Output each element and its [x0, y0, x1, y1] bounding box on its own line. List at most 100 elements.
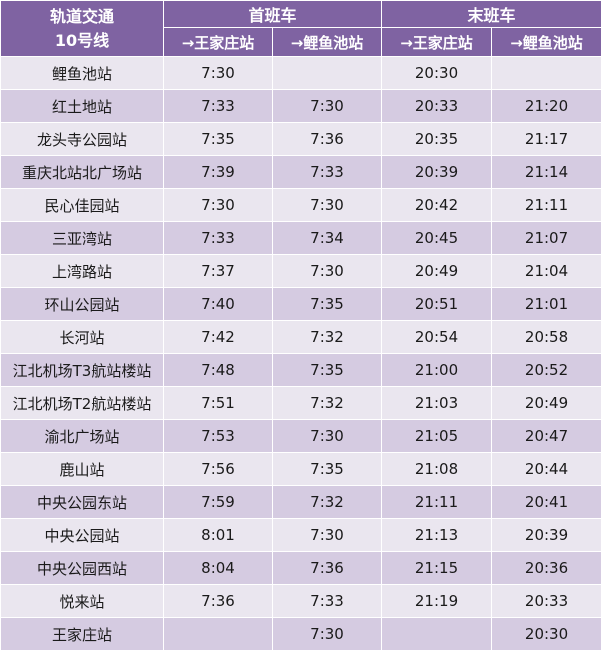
station-name-cell: 环山公园站	[0, 287, 164, 321]
last-train-to-wangjiazhuang-cell: 21:03	[381, 386, 493, 420]
table-row: 中央公园西站 8:04 7:36 21:15 20:36	[0, 551, 601, 585]
station-name-cell: 上湾路站	[0, 254, 164, 288]
last-train-to-wangjiazhuang-cell: 20:42	[381, 188, 493, 222]
first-train-to-liyuchi-cell: 7:30	[271, 617, 383, 651]
last-train-to-liyuchi-cell: 20:36	[491, 551, 601, 585]
last-train-to-liyuchi-cell: 20:41	[491, 485, 601, 519]
first-train-to-wangjiazhuang-cell: 7:56	[163, 452, 273, 486]
station-name-cell: 中央公园西站	[0, 551, 164, 585]
last-train-to-liyuchi-cell: 21:01	[491, 287, 601, 321]
last-train-to-wangjiazhuang-cell: 20:49	[381, 254, 493, 288]
first-train-to-wangjiazhuang-cell: 7:37	[163, 254, 273, 288]
last-train-to-liyuchi-cell: 21:11	[491, 188, 601, 222]
last-train-to-wangjiazhuang-cell: 21:05	[381, 419, 493, 453]
station-name-cell: 红土地站	[0, 89, 164, 123]
first-train-header: 首班车	[162, 0, 383, 28]
first-train-to-liyuchi-cell: 7:33	[271, 584, 383, 618]
station-name-cell: 渝北广场站	[0, 419, 164, 453]
first-train-to-liyuchi-header: →鲤鱼池站	[271, 27, 383, 57]
first-train-to-liyuchi-cell: 7:35	[271, 353, 383, 387]
first-train-to-wangjiazhuang-cell: 7:30	[163, 56, 273, 90]
table-row: 中央公园东站 7:59 7:32 21:11 20:41	[0, 485, 601, 519]
last-train-to-wangjiazhuang-cell: 20:54	[381, 320, 493, 354]
first-train-to-liyuchi-cell: 7:32	[271, 386, 383, 420]
first-train-to-liyuchi-cell: 7:30	[271, 188, 383, 222]
last-train-header: 末班车	[381, 0, 601, 28]
last-train-to-liyuchi-cell: 21:04	[491, 254, 601, 288]
last-train-to-wangjiazhuang-cell: 21:11	[381, 485, 493, 519]
station-name-cell: 民心佳园站	[0, 188, 164, 222]
first-train-to-wangjiazhuang-cell: 7:30	[163, 188, 273, 222]
station-name-cell: 鲤鱼池站	[0, 56, 164, 90]
last-train-to-liyuchi-cell: 20:49	[491, 386, 601, 420]
first-train-to-wangjiazhuang-header: →王家庄站	[163, 27, 273, 57]
last-train-to-wangjiazhuang-cell	[381, 617, 493, 651]
first-train-to-liyuchi-cell	[271, 56, 383, 90]
first-train-to-wangjiazhuang-cell: 7:40	[163, 287, 273, 321]
table-row: 悦来站 7:36 7:33 21:19 20:33	[0, 584, 601, 618]
first-train-to-liyuchi-cell: 7:32	[271, 320, 383, 354]
timetable-header: 轨道交通 10号线 首班车 末班车 →王家庄站 →鲤鱼池站 →王家庄站 →鲤鱼池…	[0, 0, 601, 57]
station-name-cell: 江北机场T3航站楼站	[0, 353, 164, 387]
first-train-to-wangjiazhuang-cell: 7:53	[163, 419, 273, 453]
last-train-to-wangjiazhuang-cell: 21:19	[381, 584, 493, 618]
last-train-to-wangjiazhuang-cell: 21:00	[381, 353, 493, 387]
first-train-to-wangjiazhuang-cell	[163, 617, 273, 651]
last-train-to-liyuchi-cell: 21:20	[491, 89, 601, 123]
line-title-cell: 轨道交通 10号线	[0, 0, 164, 57]
station-name-cell: 中央公园站	[0, 518, 164, 552]
station-name-cell: 三亚湾站	[0, 221, 164, 255]
table-row: 红土地站 7:33 7:30 20:33 21:20	[0, 89, 601, 123]
table-row: 鲤鱼池站 7:30 20:30	[0, 56, 601, 90]
first-train-to-liyuchi-cell: 7:33	[271, 155, 383, 189]
first-train-to-liyuchi-cell: 7:36	[271, 122, 383, 156]
table-row: 龙头寺公园站 7:35 7:36 20:35 21:17	[0, 122, 601, 156]
first-train-to-liyuchi-cell: 7:30	[271, 89, 383, 123]
timetable-body: 鲤鱼池站 7:30 20:30 红土地站 7:33 7:30 20:33 21:20 龙头寺公园…	[0, 56, 601, 651]
first-train-to-wangjiazhuang-cell: 7:33	[163, 221, 273, 255]
table-row: 中央公园站 8:01 7:30 21:13 20:39	[0, 518, 601, 552]
first-train-to-liyuchi-cell: 7:34	[271, 221, 383, 255]
last-train-to-wangjiazhuang-header: →王家庄站	[381, 27, 493, 57]
first-train-to-wangjiazhuang-cell: 8:01	[163, 518, 273, 552]
first-train-to-liyuchi-cell: 7:30	[271, 254, 383, 288]
station-name-cell: 重庆北站北广场站	[0, 155, 164, 189]
last-train-to-wangjiazhuang-cell: 21:13	[381, 518, 493, 552]
first-train-to-liyuchi-cell: 7:30	[271, 419, 383, 453]
last-train-to-wangjiazhuang-cell: 20:33	[381, 89, 493, 123]
first-train-to-wangjiazhuang-cell: 7:48	[163, 353, 273, 387]
first-train-to-liyuchi-cell: 7:35	[271, 287, 383, 321]
last-train-to-wangjiazhuang-cell: 21:15	[381, 551, 493, 585]
table-row: 民心佳园站 7:30 7:30 20:42 21:11	[0, 188, 601, 222]
last-train-to-liyuchi-cell: 20:30	[491, 617, 601, 651]
first-train-to-liyuchi-cell: 7:30	[271, 518, 383, 552]
table-row: 环山公园站 7:40 7:35 20:51 21:01	[0, 287, 601, 321]
last-train-to-liyuchi-cell: 20:39	[491, 518, 601, 552]
last-train-to-liyuchi-cell: 21:17	[491, 122, 601, 156]
first-train-to-wangjiazhuang-cell: 8:04	[163, 551, 273, 585]
last-train-to-liyuchi-cell: 20:52	[491, 353, 601, 387]
line-title-number: 10号线	[54, 30, 110, 50]
first-train-to-wangjiazhuang-cell: 7:35	[163, 122, 273, 156]
first-train-to-wangjiazhuang-cell: 7:51	[163, 386, 273, 420]
last-train-to-liyuchi-cell: 21:07	[491, 221, 601, 255]
first-train-to-liyuchi-cell: 7:36	[271, 551, 383, 585]
station-name-cell: 长河站	[0, 320, 164, 354]
last-train-to-liyuchi-cell: 20:44	[491, 452, 601, 486]
first-train-to-wangjiazhuang-cell: 7:39	[163, 155, 273, 189]
last-train-to-wangjiazhuang-cell: 20:45	[381, 221, 493, 255]
last-train-to-liyuchi-cell: 20:33	[491, 584, 601, 618]
first-train-to-liyuchi-cell: 7:35	[271, 452, 383, 486]
last-train-to-wangjiazhuang-cell: 20:51	[381, 287, 493, 321]
station-name-cell: 中央公园东站	[0, 485, 164, 519]
last-train-to-liyuchi-header: →鲤鱼池站	[491, 27, 601, 57]
first-train-to-liyuchi-cell: 7:32	[271, 485, 383, 519]
first-train-to-wangjiazhuang-cell: 7:42	[163, 320, 273, 354]
last-train-to-liyuchi-cell: 21:14	[491, 155, 601, 189]
table-row: 三亚湾站 7:33 7:34 20:45 21:07	[0, 221, 601, 255]
last-train-to-wangjiazhuang-cell: 20:39	[381, 155, 493, 189]
last-train-to-liyuchi-cell: 20:47	[491, 419, 601, 453]
table-row: 长河站 7:42 7:32 20:54 20:58	[0, 320, 601, 354]
station-name-cell: 鹿山站	[0, 452, 164, 486]
